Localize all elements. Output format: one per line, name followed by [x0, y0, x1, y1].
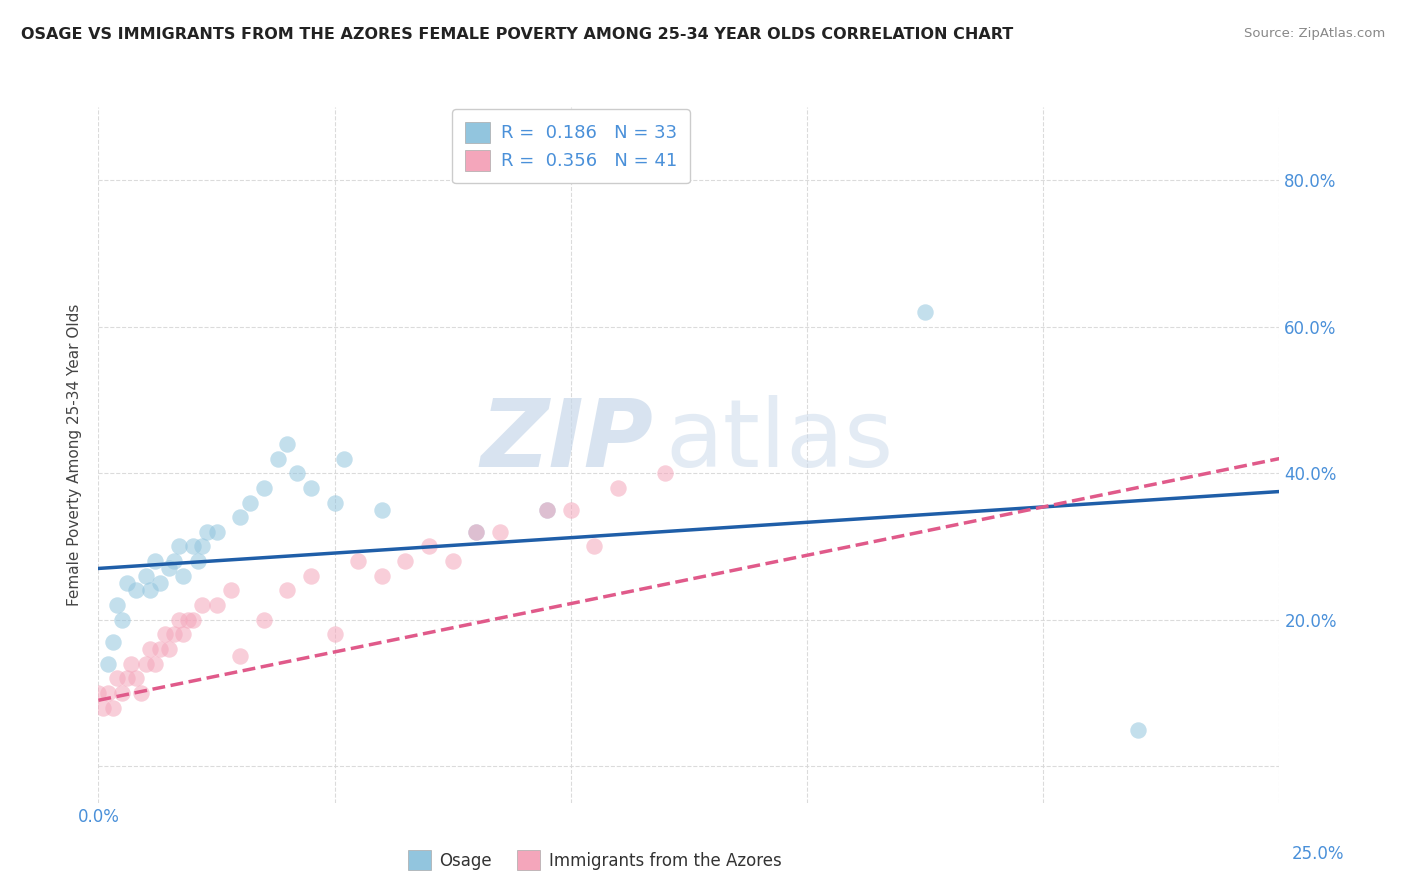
Point	[105, 598, 128, 612]
Point	[101, 700, 124, 714]
Point	[135, 657, 157, 671]
Point	[195, 524, 218, 539]
Y-axis label: Female Poverty Among 25-34 Year Olds: Female Poverty Among 25-34 Year Olds	[67, 304, 83, 606]
Point	[285, 467, 308, 481]
Point	[299, 481, 322, 495]
Point	[149, 576, 172, 591]
Point	[489, 524, 512, 539]
Point	[101, 634, 124, 648]
Point	[323, 627, 346, 641]
Point	[187, 554, 209, 568]
Point	[371, 568, 394, 582]
Point	[465, 524, 488, 539]
Point	[1126, 723, 1149, 737]
Point	[111, 613, 134, 627]
Point	[560, 503, 582, 517]
Point	[654, 467, 676, 481]
Point	[239, 495, 262, 509]
Point	[143, 657, 166, 671]
Point	[465, 524, 488, 539]
Text: atlas: atlas	[665, 395, 894, 487]
Point	[139, 583, 162, 598]
Point	[115, 576, 138, 591]
Point	[394, 554, 416, 568]
Point	[115, 671, 138, 685]
Point	[172, 627, 194, 641]
Point	[167, 540, 190, 554]
Point	[267, 451, 290, 466]
Point	[191, 540, 214, 554]
Point	[333, 451, 356, 466]
Point	[253, 613, 276, 627]
Point	[177, 613, 200, 627]
Point	[276, 437, 298, 451]
Point	[97, 657, 120, 671]
Point	[157, 642, 180, 657]
Point	[111, 686, 134, 700]
Point	[441, 554, 464, 568]
Legend: Osage, Immigrants from the Azores: Osage, Immigrants from the Azores	[399, 842, 790, 878]
Point	[172, 568, 194, 582]
Point	[229, 510, 252, 524]
Point	[129, 686, 152, 700]
Point	[191, 598, 214, 612]
Point	[153, 627, 176, 641]
Text: OSAGE VS IMMIGRANTS FROM THE AZORES FEMALE POVERTY AMONG 25-34 YEAR OLDS CORRELA: OSAGE VS IMMIGRANTS FROM THE AZORES FEMA…	[21, 27, 1014, 42]
Point	[167, 613, 190, 627]
Point	[181, 613, 204, 627]
Point	[323, 495, 346, 509]
Point	[347, 554, 370, 568]
Point	[205, 598, 228, 612]
Point	[143, 554, 166, 568]
Point	[371, 503, 394, 517]
Point	[157, 561, 180, 575]
Point	[181, 540, 204, 554]
Point	[97, 686, 120, 700]
Text: 25.0%: 25.0%	[1291, 845, 1344, 863]
Point	[125, 671, 148, 685]
Text: ZIP: ZIP	[481, 395, 654, 487]
Point	[135, 568, 157, 582]
Point	[91, 700, 114, 714]
Text: Source: ZipAtlas.com: Source: ZipAtlas.com	[1244, 27, 1385, 40]
Point	[125, 583, 148, 598]
Point	[205, 524, 228, 539]
Point	[163, 627, 186, 641]
Point	[418, 540, 440, 554]
Point	[583, 540, 606, 554]
Point	[87, 686, 110, 700]
Point	[536, 503, 558, 517]
Point	[163, 554, 186, 568]
Point	[121, 657, 143, 671]
Point	[253, 481, 276, 495]
Point	[276, 583, 298, 598]
Point	[607, 481, 630, 495]
Point	[219, 583, 242, 598]
Point	[105, 671, 128, 685]
Point	[149, 642, 172, 657]
Point	[229, 649, 252, 664]
Point	[536, 503, 558, 517]
Point	[914, 305, 936, 319]
Point	[299, 568, 322, 582]
Point	[139, 642, 162, 657]
